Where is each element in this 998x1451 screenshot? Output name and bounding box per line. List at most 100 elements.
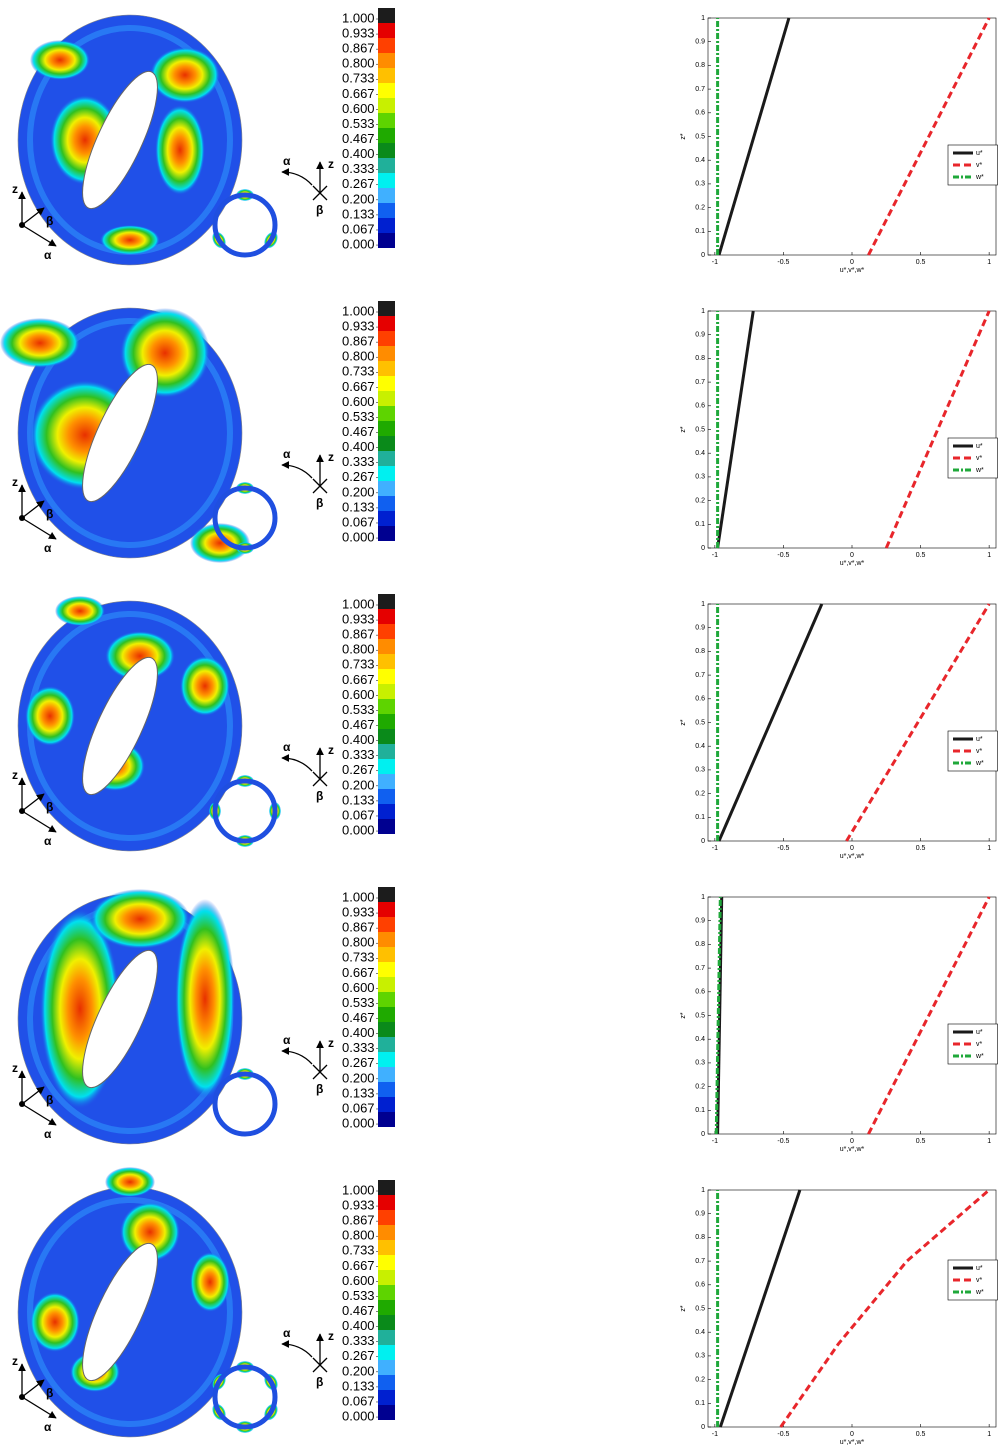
y-tick-label: 0.9 (695, 332, 705, 339)
colorbar-block (378, 992, 395, 1007)
colorbar-block (378, 804, 395, 819)
colorbar-block (378, 1180, 395, 1195)
colorbar-block (378, 1112, 395, 1127)
x-tick-label: 1 (987, 845, 991, 852)
x-tick-label: -1 (712, 1431, 718, 1438)
colorbar-block (378, 128, 395, 143)
colorbar-label: 0.667 (342, 672, 375, 687)
colorbar-label: 0.000 (342, 236, 375, 251)
colorbar-block (378, 819, 395, 834)
colorbar-block (378, 218, 395, 233)
colorbar-label: 0.333 (342, 161, 375, 176)
section-label: α (283, 154, 291, 168)
colorbar-block (378, 233, 395, 248)
legend-label: w* (975, 760, 984, 767)
y-tick-label: 0.8 (695, 62, 705, 69)
x-tick-label: -1 (712, 845, 718, 852)
colorbar-block (378, 158, 395, 173)
y-tick-label: 0.2 (695, 204, 705, 211)
colorbar-label: 0.600 (342, 687, 375, 702)
colorbar-label: 0.667 (342, 1258, 375, 1273)
colorbar-label: 0.400 (342, 439, 375, 454)
section-axis (281, 1340, 313, 1358)
y-tick-label: 0.6 (695, 696, 705, 703)
colorbar-block (378, 1195, 395, 1210)
y-tick-label: 0.1 (695, 228, 705, 235)
y-tick-label: 0 (701, 1424, 705, 1431)
triad-axis (21, 207, 45, 226)
x-tick-label: -1 (712, 1138, 718, 1145)
colorbar-label: 0.000 (342, 822, 375, 837)
y-tick-label: 0.5 (695, 719, 705, 726)
x-tick-label: -0.5 (777, 552, 789, 559)
y-tick-label: 0.6 (695, 989, 705, 996)
x-tick-label: 0 (850, 259, 854, 266)
colorbar-block (378, 53, 395, 68)
colorbar-block (378, 346, 395, 361)
series-line (779, 1188, 991, 1428)
colorbar-label: 0.933 (342, 319, 375, 334)
colorbar-block (378, 902, 395, 917)
shell-contour (190, 523, 250, 563)
y-axis-label: z* (680, 133, 687, 140)
colorbar-block (378, 1007, 395, 1022)
colorbar-label: 0.467 (342, 1010, 375, 1025)
y-tick-label: 0.1 (695, 1400, 705, 1407)
x-tick-label: -0.5 (777, 1431, 789, 1438)
colorbar-label: 0.933 (342, 905, 375, 920)
triad-label: z (12, 768, 18, 782)
shell-band (27, 318, 233, 548)
colorbar-block (378, 331, 395, 346)
legend-label: u* (976, 1265, 983, 1272)
legend-label: u* (976, 1029, 983, 1036)
colorbar-label: 0.067 (342, 1100, 375, 1115)
shell-contour (30, 40, 90, 80)
colorbar-block (378, 714, 395, 729)
y-tick-label: 0.4 (695, 450, 705, 457)
legend-label: w* (975, 467, 984, 474)
section-label: z (328, 157, 334, 171)
section-label: α (283, 1326, 291, 1340)
colorbar-block (378, 1255, 395, 1270)
section-label: α (283, 447, 291, 461)
section-axis (312, 478, 328, 494)
colorbar-block (378, 1390, 395, 1405)
colorbar-label: 0.933 (342, 612, 375, 627)
series-line (884, 310, 991, 549)
colorbar-label: 0.400 (342, 1318, 375, 1333)
shell-contour (30, 1292, 80, 1352)
y-tick-label: 0.3 (695, 767, 705, 774)
section-axis (312, 771, 328, 787)
section-axis (312, 1064, 328, 1080)
y-axis-label: z* (680, 1305, 687, 1312)
colorbar-block (378, 1300, 395, 1315)
shell-band (27, 1197, 233, 1427)
plot-box (707, 603, 997, 842)
shell-contour (0, 318, 80, 368)
y-tick-label: 0.8 (695, 1234, 705, 1241)
series-line (717, 17, 791, 256)
colorbar-block (378, 1037, 395, 1052)
x-tick-label: -0.5 (777, 259, 789, 266)
x-tick-label: 0 (850, 552, 854, 559)
y-tick-label: 0 (701, 545, 705, 552)
y-tick-label: 0.3 (695, 181, 705, 188)
x-tick-label: 0 (850, 1138, 854, 1145)
section-ring (212, 1071, 278, 1137)
colorbar-block (378, 68, 395, 83)
colorbar-label: 0.267 (342, 469, 375, 484)
x-tick-label: -1 (712, 259, 718, 266)
section-label: z (328, 1036, 334, 1050)
colorbar-block (378, 451, 395, 466)
y-tick-label: 0 (701, 838, 705, 845)
y-tick-label: 1 (701, 308, 705, 315)
colorbar-label: 0.600 (342, 394, 375, 409)
colorbar-label: 0.867 (342, 627, 375, 642)
colorbar-label: 0.867 (342, 334, 375, 349)
colorbar-label: 0.600 (342, 1273, 375, 1288)
y-tick-label: 0.5 (695, 1305, 705, 1312)
colorbar-label: 0.867 (342, 41, 375, 56)
colorbar-block (378, 481, 395, 496)
